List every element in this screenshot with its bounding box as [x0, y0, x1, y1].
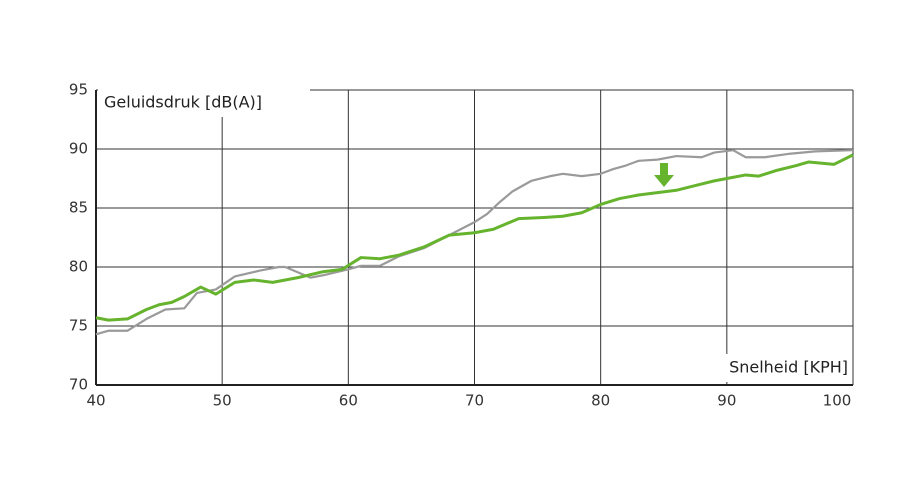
- data-line: [95, 149, 854, 336]
- y-tick-label: 85: [69, 199, 88, 217]
- x-tick-label: 50: [213, 392, 232, 410]
- y-tick-label: 95: [69, 81, 88, 99]
- y-tick-label: 80: [69, 258, 88, 276]
- x-tick-label: 90: [717, 392, 736, 410]
- y-tick-label: 70: [69, 376, 88, 394]
- y-axis-title: Geluidsdruk [dB(A)]: [104, 93, 262, 112]
- x-axis-title: Snelheid [KPH]: [729, 358, 848, 377]
- data-line: [95, 153, 854, 322]
- y-tick-label: 75: [69, 317, 88, 335]
- x-tick-label: 60: [339, 392, 358, 410]
- label-bg: [98, 89, 310, 117]
- label-bg: [636, 354, 851, 382]
- x-tick-label: 100: [823, 392, 852, 410]
- lines: [95, 149, 854, 336]
- x-tick-label: 80: [591, 392, 610, 410]
- y-tick-label: 90: [69, 140, 88, 158]
- x-tick-label: 70: [465, 392, 484, 410]
- x-tick-label: 40: [86, 392, 105, 410]
- arrow-icon: [654, 163, 674, 187]
